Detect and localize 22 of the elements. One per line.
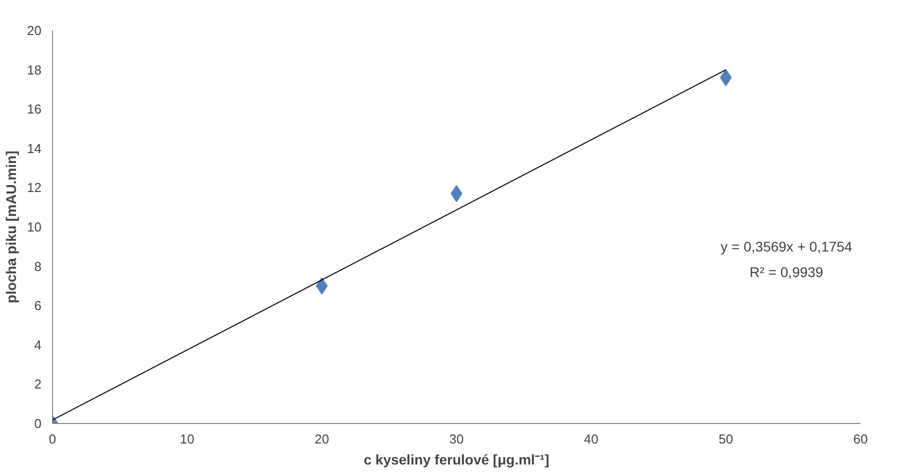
y-tick-label: 12 [27,180,42,196]
y-tick-label: 8 [34,258,42,274]
y-tick-label: 4 [34,337,42,352]
y-tick-label: 0 [34,416,42,431]
y-tick-label: 16 [27,102,42,117]
x-axis-title: c kyseliny ferulové [μg.ml⁻¹] [364,452,550,468]
x-tick-label: 50 [718,432,734,446]
annotation: y = 0,3569x + 0,1754 [720,238,852,255]
y-tick-label: 10 [27,220,42,234]
x-tick-label: 20 [314,432,330,446]
y-axis-title: plocha piku [mAU.min] [3,150,20,304]
y-tick-label: 20 [27,23,42,38]
x-tick-label: 40 [584,432,598,446]
y-tick-label: 2 [34,376,42,392]
x-tick-label: 60 [853,432,868,446]
x-tick-label: 0 [48,432,56,446]
annotation: R² = 0,9939 [750,264,824,280]
y-tick-label: 18 [27,62,42,78]
y-tick-label: 6 [34,298,42,314]
x-tick-label: 30 [449,432,464,446]
x-tick-label: 10 [180,432,194,446]
y-tick-label: 14 [27,140,42,156]
